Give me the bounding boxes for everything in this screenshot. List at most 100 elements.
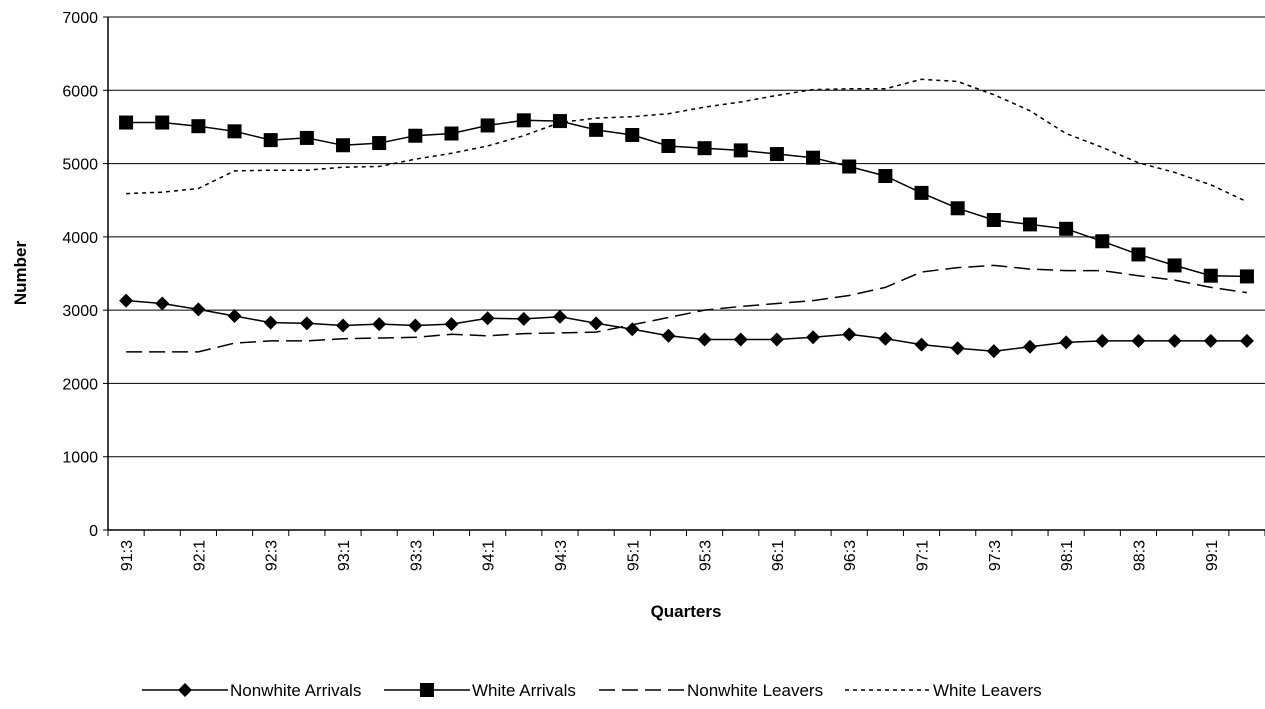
x-tick-label: 97:1 xyxy=(915,540,932,571)
y-tick-label: 4000 xyxy=(62,230,98,247)
legend-label: Nonwhite Leavers xyxy=(687,681,823,700)
series-white-leavers xyxy=(126,78,1248,203)
x-tick-label: 95:1 xyxy=(625,540,642,571)
legend-label: Nonwhite Arrivals xyxy=(230,681,361,700)
y-tick-label: 5000 xyxy=(62,157,98,174)
data-point xyxy=(372,136,387,151)
y-axis-title: Number xyxy=(11,241,30,306)
data-point xyxy=(336,318,351,333)
data-point xyxy=(1131,247,1146,262)
data-point xyxy=(733,332,748,347)
data-point xyxy=(480,118,495,133)
data-point xyxy=(516,311,531,326)
data-point xyxy=(119,115,134,130)
x-tick-label: 98:1 xyxy=(1059,540,1076,571)
data-point xyxy=(769,147,784,162)
x-tick-label: 96:1 xyxy=(770,540,787,571)
data-point xyxy=(1095,234,1110,249)
data-point xyxy=(878,169,893,184)
data-point xyxy=(408,128,423,143)
data-point xyxy=(1203,268,1218,283)
x-tick-label: 93:1 xyxy=(336,540,353,571)
data-point xyxy=(263,133,278,148)
data-point xyxy=(661,328,676,343)
data-point xyxy=(1239,333,1254,348)
data-point xyxy=(914,337,929,352)
y-tick-label: 3000 xyxy=(62,303,98,320)
data-point xyxy=(842,327,857,342)
data-point xyxy=(878,331,893,346)
data-point xyxy=(299,130,314,145)
data-point xyxy=(480,311,495,326)
data-point xyxy=(661,138,676,153)
data-point xyxy=(1022,339,1037,354)
data-point xyxy=(842,159,857,174)
x-tick-label: 96:3 xyxy=(842,540,859,571)
data-point xyxy=(806,150,821,165)
data-point xyxy=(516,113,531,128)
data-point xyxy=(191,302,206,317)
data-point xyxy=(986,344,1001,359)
data-point xyxy=(227,124,242,139)
data-point xyxy=(1167,333,1182,348)
data-point xyxy=(1059,221,1074,236)
data-point xyxy=(1203,333,1218,348)
y-tick-label: 7000 xyxy=(62,10,98,27)
data-point xyxy=(263,315,278,330)
data-point xyxy=(950,201,965,216)
data-point xyxy=(1167,258,1182,273)
data-point xyxy=(408,318,423,333)
legend-label: White Leavers xyxy=(933,681,1042,700)
data-point xyxy=(299,316,314,331)
series-white-arrivals xyxy=(119,113,1254,284)
data-point xyxy=(625,127,640,142)
x-tick-label: 94:3 xyxy=(553,540,570,571)
x-tick-label: 91:3 xyxy=(119,540,136,571)
series-layer xyxy=(119,78,1254,359)
series-line xyxy=(126,264,1248,353)
gridlines xyxy=(108,16,1265,458)
data-point xyxy=(1239,269,1254,284)
y-tick-label: 6000 xyxy=(62,83,98,100)
data-point xyxy=(1022,217,1037,232)
x-tick-label: 99:1 xyxy=(1204,540,1221,571)
x-tick-label: 94:1 xyxy=(481,540,498,571)
data-point xyxy=(1095,333,1110,348)
data-point xyxy=(589,316,604,331)
data-point xyxy=(155,115,170,130)
legend-marker xyxy=(420,683,434,697)
data-point xyxy=(625,322,640,337)
data-point xyxy=(336,138,351,153)
series-nonwhite-leavers xyxy=(126,264,1248,353)
data-point xyxy=(155,296,170,311)
x-tick-label: 95:3 xyxy=(698,540,715,571)
series-line xyxy=(126,299,1247,352)
data-point xyxy=(589,122,604,137)
legend-item: Nonwhite Leavers xyxy=(599,681,823,700)
data-point xyxy=(986,213,1001,228)
x-tick-label: 97:3 xyxy=(987,540,1004,571)
data-point xyxy=(950,341,965,356)
data-point xyxy=(552,114,567,129)
data-point xyxy=(372,317,387,332)
data-point xyxy=(914,185,929,200)
data-point xyxy=(119,293,134,308)
legend: Nonwhite Arrivals White Arrivals Nonwhite … xyxy=(142,681,1042,700)
legend-item: Nonwhite Arrivals xyxy=(142,681,361,700)
tick-labels: 0 1000 2000 3000 4000 5000 6000 7000 91:3 92:1 92:… xyxy=(62,10,1220,571)
x-tick-label: 92:3 xyxy=(264,540,281,571)
x-tick-label: 93:3 xyxy=(408,540,425,571)
y-tick-label: 0 xyxy=(89,523,98,540)
data-point xyxy=(444,126,459,141)
legend-label: White Arrivals xyxy=(472,681,576,700)
legend-item: White Leavers xyxy=(845,681,1042,700)
data-point xyxy=(697,141,712,156)
x-axis-title: Quarters xyxy=(651,602,722,621)
data-point xyxy=(1059,335,1074,350)
series-line xyxy=(126,119,1247,278)
data-point xyxy=(552,309,567,324)
data-point xyxy=(191,119,206,134)
y-tick-label: 2000 xyxy=(62,376,98,393)
